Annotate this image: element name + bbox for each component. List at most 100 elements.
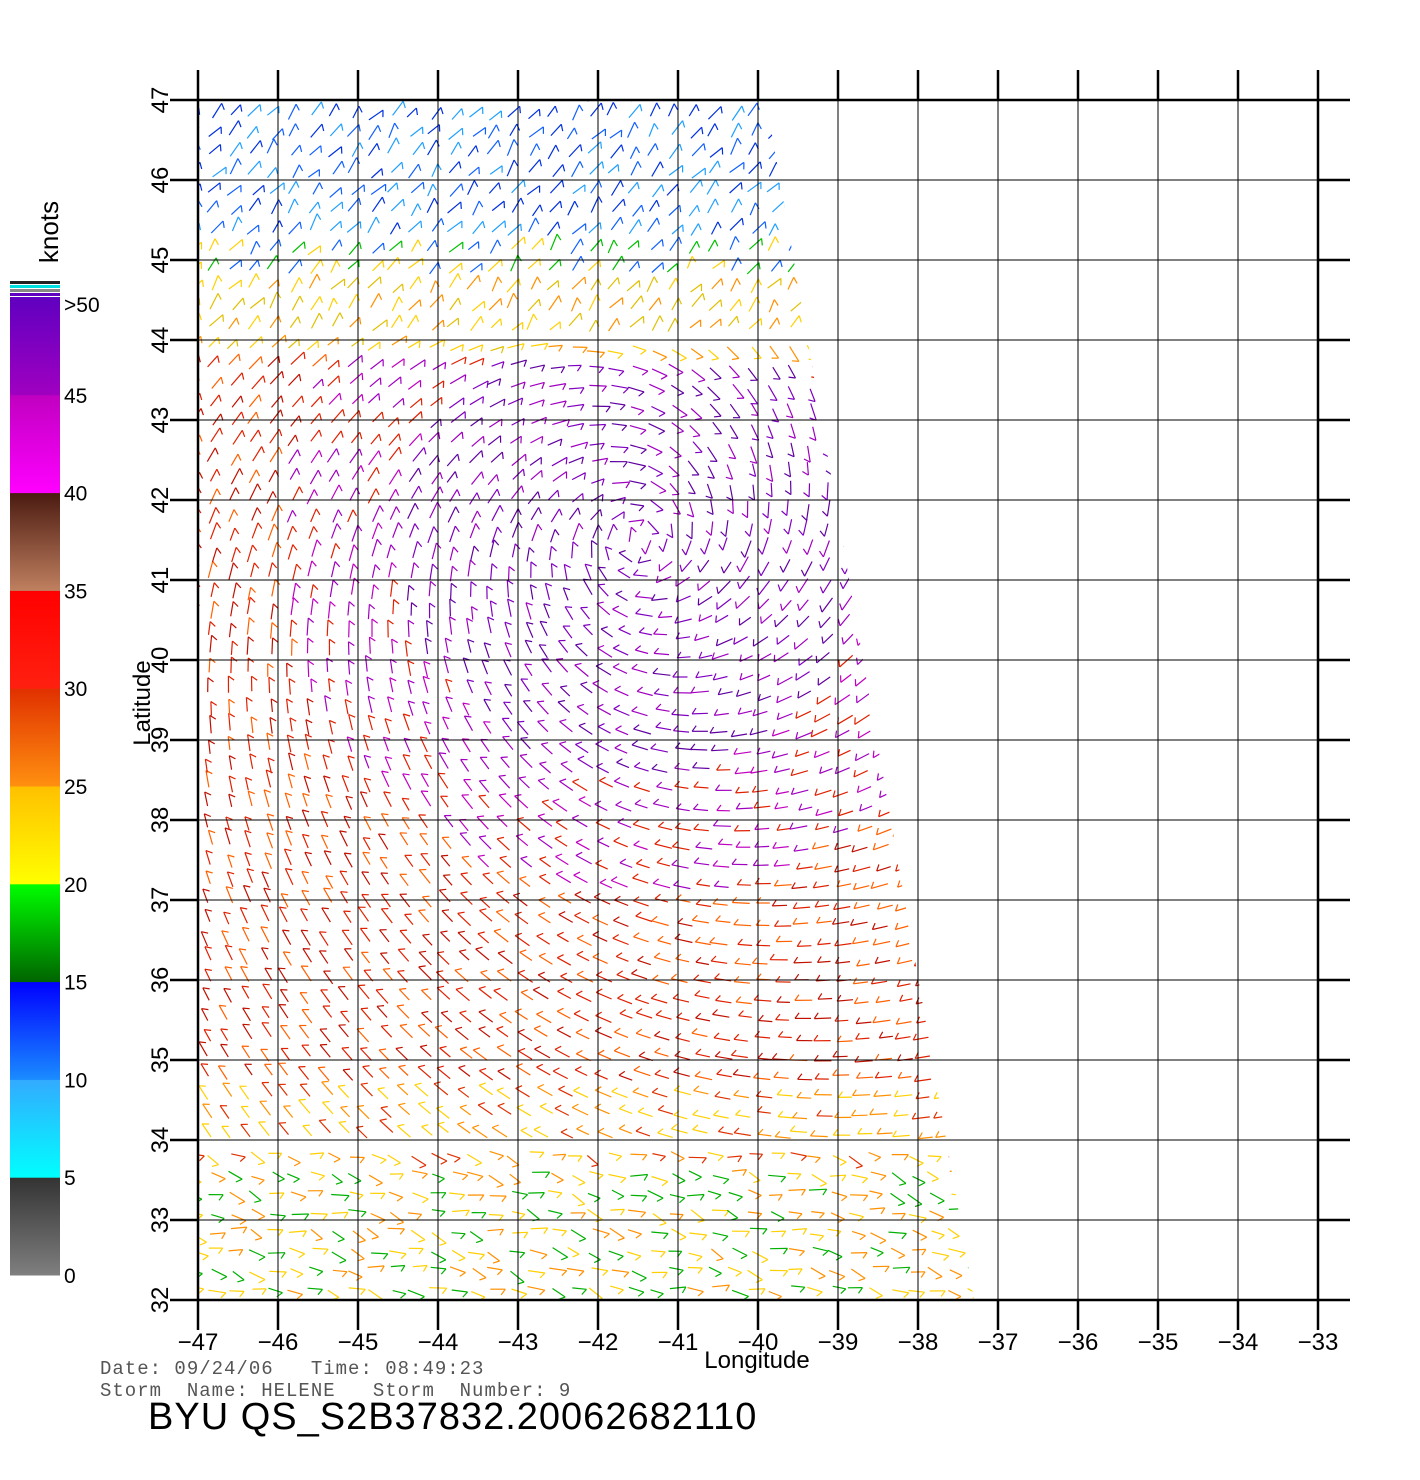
wind-barb [651,532,659,535]
wind-vector [947,183,961,198]
wind-barb [262,375,266,383]
wind-barb [183,869,190,871]
wind-barb [952,1019,957,1027]
wind-vector [514,795,529,809]
wind-vector [418,869,431,884]
wind-barb [595,740,603,745]
wind-vector [328,392,341,405]
wind-barb [883,506,889,513]
wind-barb [716,1068,723,1075]
wind-vector [618,552,633,563]
wind-barb [376,538,382,546]
wind-vector [956,843,973,853]
wind-barb [905,1266,911,1274]
wind-barb [414,1082,422,1086]
wind-vector [767,236,776,251]
wind-barb [844,1308,848,1314]
wind-vector [747,388,758,405]
wind-barb [357,1194,364,1201]
wind-vector [833,827,848,834]
wind-vector [853,770,868,778]
wind-vector [989,1286,1005,1290]
wind-vector [909,344,916,363]
wind-barb [792,902,798,909]
wind-vector [967,1266,974,1277]
wind-barb [398,446,402,455]
wind-vector [466,274,479,290]
wind-vector [849,366,855,380]
wind-vector [908,1289,925,1293]
wind-vector [733,636,748,645]
wind-barb [631,706,638,712]
wind-vector [817,960,831,963]
wind-barb [663,1233,669,1240]
wind-vector [330,409,344,423]
wind-vector [692,767,710,770]
wind-vector [673,1071,690,1077]
wind-vector [709,318,721,329]
wind-barb [187,735,193,739]
wind-barb [851,937,857,944]
wind-barb [255,411,259,419]
wind-barb [618,625,626,630]
wind-barb [653,647,660,654]
wind-barb [400,1253,407,1260]
wind-vector [249,336,263,349]
wind-barb [441,1192,447,1199]
wind-barb [362,851,370,854]
wind-vector [522,700,533,713]
wind-vector [894,1094,913,1098]
wind-vector [491,526,499,543]
wind-vector [528,159,541,173]
wind-barb [241,985,249,988]
wind-barb [278,504,283,512]
wind-vector [418,951,432,966]
wind-barb [440,1268,447,1275]
wind-vector [872,748,889,759]
wind-vector [597,840,610,848]
wind-vector [220,1028,229,1041]
wind-vector [610,144,622,159]
wind-barb [715,784,721,791]
wind-vector [208,143,221,155]
wind-vector [560,975,573,984]
wind-vector [427,526,435,544]
wind-vector [846,501,851,515]
wind-barb [399,1228,405,1235]
wind-vector [478,1084,494,1096]
wind-vector [360,1083,373,1097]
wind-vector [541,683,553,696]
wind-vector [347,1172,362,1182]
wind-barb [307,660,315,666]
wind-vector [935,827,950,836]
wind-barb [228,775,236,780]
wind-barb [380,1193,386,1200]
wind-vector [285,816,292,830]
wind-barb [832,1069,838,1076]
wind-vector [467,560,471,577]
wind-barb [220,413,224,421]
wind-barb [497,968,505,972]
wind-vector [879,791,892,799]
wind-vector [407,220,422,233]
wind-vector [229,527,236,541]
wind-vector [929,387,933,401]
wind-vector [411,1170,428,1175]
wind-vector [629,425,647,431]
wind-barb [539,644,547,646]
wind-vector [852,1094,871,1097]
wind-barb [316,273,321,281]
wind-barb [979,639,981,646]
wind-vector [630,503,644,507]
wind-vector [572,523,580,541]
wind-barb [478,1026,486,1030]
wind-vector [875,999,891,1004]
wind-vector [511,1288,527,1295]
wind-barb [657,611,663,618]
wind-vector [301,890,311,906]
wind-barb [377,522,383,529]
wind-vector [387,417,399,428]
wind-barb [202,1255,209,1261]
wind-vector [910,217,919,232]
wind-vector [833,906,851,911]
